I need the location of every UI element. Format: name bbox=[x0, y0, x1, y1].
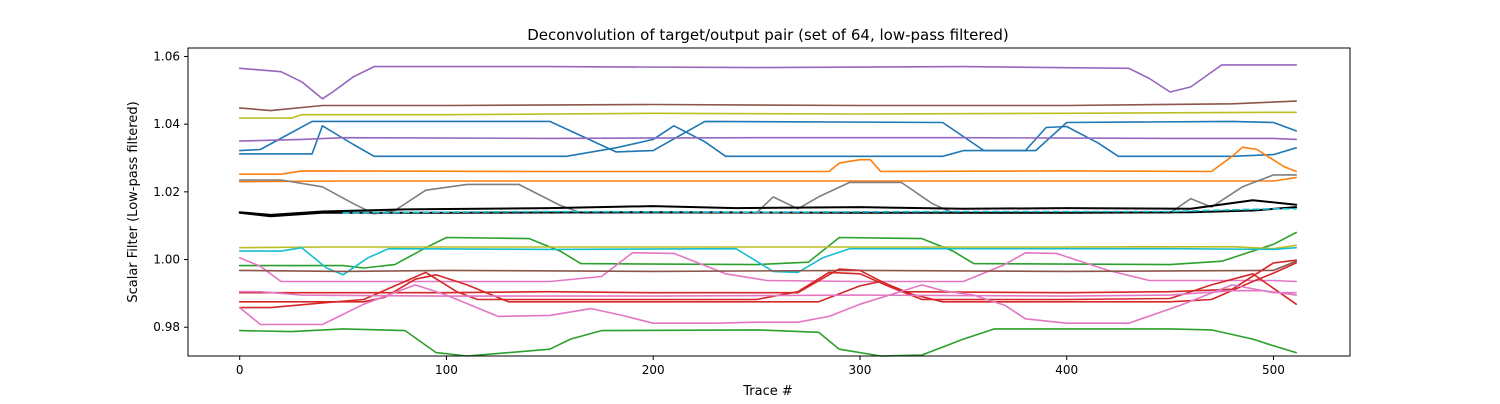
y-tick-label: 1.00 bbox=[153, 253, 180, 267]
series-line-21 bbox=[238, 284, 1297, 326]
series-line-0 bbox=[238, 64, 1297, 100]
series-line-14 bbox=[238, 246, 1297, 276]
series-line-19 bbox=[238, 262, 1297, 303]
x-tick-label: 100 bbox=[435, 363, 458, 377]
chart-title: Deconvolution of target/output pair (set… bbox=[527, 26, 1009, 44]
plot-frame bbox=[187, 47, 1351, 357]
series-line-11 bbox=[342, 208, 1297, 214]
x-tick-label: 300 bbox=[849, 363, 872, 377]
y-tick-label: 1.04 bbox=[153, 117, 180, 131]
series-line-12 bbox=[238, 231, 1297, 269]
series-line-6 bbox=[238, 146, 1297, 175]
series-line-3 bbox=[238, 120, 1297, 153]
x-tick-label: 200 bbox=[642, 363, 665, 377]
series-line-2 bbox=[238, 111, 1297, 119]
x-tick-label: 0 bbox=[236, 363, 244, 377]
y-axis-ticks: 0.98 1.00 1.02 1.04 1.06 bbox=[153, 49, 188, 334]
y-axis-label: Scalar Filter (Low-pass filtered) bbox=[126, 101, 141, 302]
series-line-1 bbox=[238, 100, 1297, 112]
x-axis-label: Trace # bbox=[742, 384, 793, 399]
x-tick-label: 500 bbox=[1262, 363, 1285, 377]
y-tick-label: 1.06 bbox=[153, 49, 180, 63]
series-layer bbox=[238, 64, 1298, 357]
y-tick-label: 1.02 bbox=[153, 185, 180, 199]
series-line-20 bbox=[238, 289, 1297, 297]
series-line-4 bbox=[238, 125, 1297, 158]
x-tick-label: 400 bbox=[1055, 363, 1078, 377]
series-line-16 bbox=[238, 260, 1297, 273]
y-tick-label: 0.98 bbox=[153, 320, 180, 334]
series-line-9 bbox=[238, 199, 1298, 216]
series-line-13 bbox=[238, 244, 1297, 250]
series-line-22 bbox=[238, 328, 1297, 357]
series-line-5 bbox=[238, 136, 1297, 142]
x-axis-ticks: 0 100 200 300 400 500 bbox=[236, 356, 1285, 377]
series-line-15 bbox=[238, 252, 1297, 283]
